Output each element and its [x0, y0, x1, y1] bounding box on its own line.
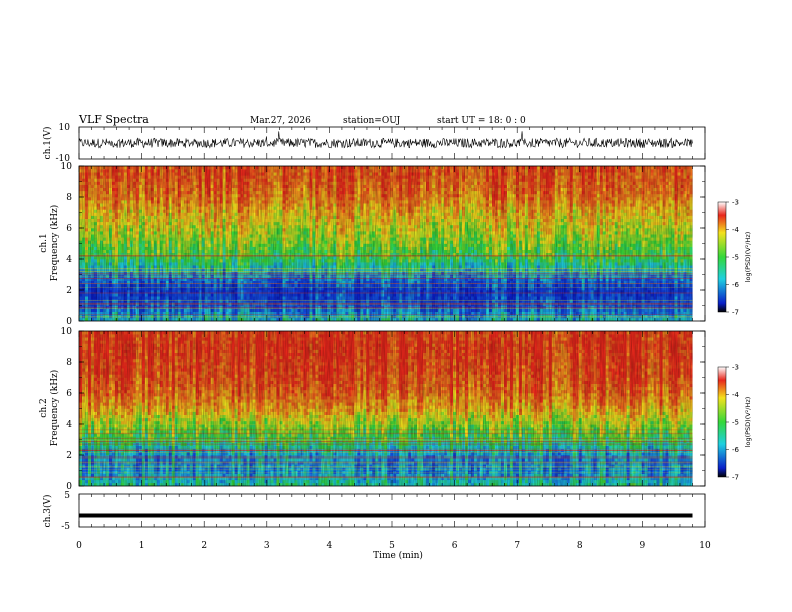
figure-title: VLF Spectra [78, 113, 149, 126]
date-label: Mar.27, 2026 [250, 116, 311, 126]
ch1-tick-bottom: -10 [56, 154, 71, 164]
start-time-label: start UT = 18: 0 : 0 [437, 116, 526, 126]
station-label: station=OUJ [343, 116, 401, 126]
ch1-waveform-line [78, 131, 693, 149]
ch1-wave-ylabel: ch.1(V) [42, 127, 53, 160]
ch1-tick-top: 10 [59, 123, 71, 133]
